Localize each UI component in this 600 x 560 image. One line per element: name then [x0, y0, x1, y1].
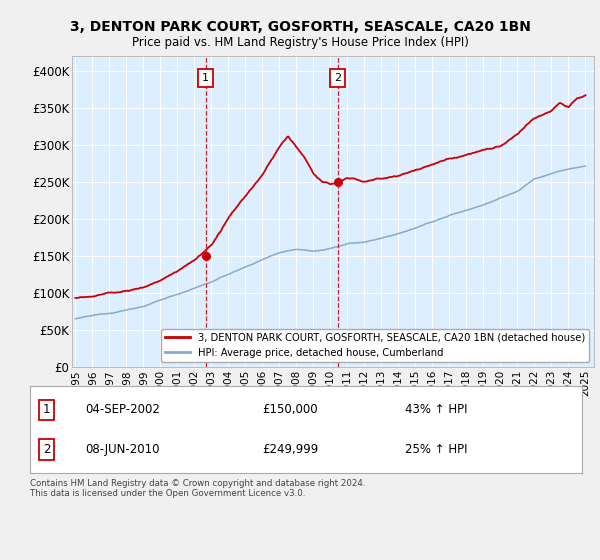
Legend: 3, DENTON PARK COURT, GOSFORTH, SEASCALE, CA20 1BN (detached house), HPI: Averag: 3, DENTON PARK COURT, GOSFORTH, SEASCALE…: [161, 329, 589, 362]
Text: 2: 2: [334, 73, 341, 83]
Text: 3, DENTON PARK COURT, GOSFORTH, SEASCALE, CA20 1BN: 3, DENTON PARK COURT, GOSFORTH, SEASCALE…: [70, 20, 530, 34]
Text: 43% ↑ HPI: 43% ↑ HPI: [406, 403, 468, 416]
Text: 1: 1: [43, 403, 50, 416]
Text: 2: 2: [43, 444, 50, 456]
Text: 08-JUN-2010: 08-JUN-2010: [85, 444, 160, 456]
Text: Contains HM Land Registry data © Crown copyright and database right 2024.
This d: Contains HM Land Registry data © Crown c…: [30, 479, 365, 498]
Text: 04-SEP-2002: 04-SEP-2002: [85, 403, 160, 416]
Text: 1: 1: [202, 73, 209, 83]
Text: 25% ↑ HPI: 25% ↑ HPI: [406, 444, 468, 456]
Text: £249,999: £249,999: [262, 444, 318, 456]
Text: Price paid vs. HM Land Registry's House Price Index (HPI): Price paid vs. HM Land Registry's House …: [131, 36, 469, 49]
Text: £150,000: £150,000: [262, 403, 317, 416]
